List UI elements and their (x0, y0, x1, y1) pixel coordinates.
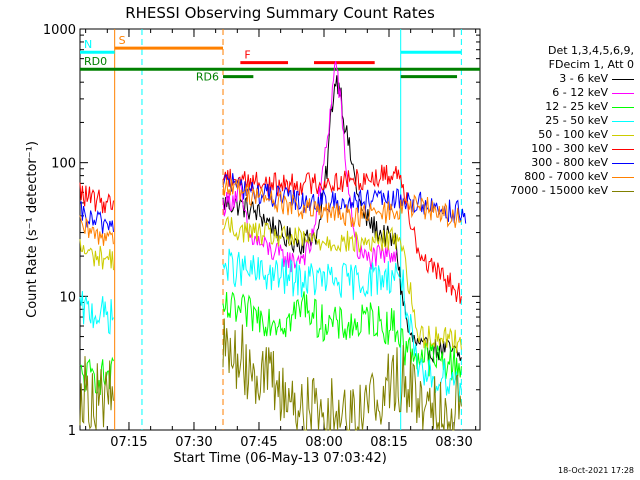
legend-entry: 6 - 12 keV (488, 86, 634, 100)
flag-label-n: N (84, 38, 92, 51)
y-tick-label: 1000 (43, 23, 76, 38)
legend-swatch (612, 176, 634, 178)
legend-header-decimation: FDecim 1, Att 0 (548, 58, 634, 71)
flag-label-f: F (244, 49, 250, 62)
legend-header-detectors: Det 1,3,4,5,6,9, (547, 44, 634, 57)
legend-swatch (612, 148, 634, 150)
series-line-800-7000-kev (79, 215, 114, 246)
series-line-25-50-kev (79, 291, 114, 335)
y-tick-label: 1 (68, 424, 76, 439)
series-line-800-7000-kev (222, 178, 462, 228)
y-tick-label: 10 (59, 290, 76, 305)
x-tick-label: 08:30 (435, 435, 472, 450)
series-line-50-100-kev (222, 215, 462, 354)
flag-label-rd6: RD6 (196, 71, 219, 84)
x-tick-label: 08:15 (370, 435, 407, 450)
legend-label: 12 - 25 keV (545, 100, 608, 113)
x-tick-label: 08:00 (305, 435, 342, 450)
legend-label: 100 - 300 keV (531, 142, 608, 155)
legend-swatch (612, 106, 634, 108)
chart-title: RHESSI Observing Summary Count Rates (125, 4, 435, 22)
series-line-300-800-kev (79, 201, 114, 234)
legend-swatch (612, 92, 634, 94)
legend-entry: 300 - 800 keV (488, 156, 634, 170)
legend-label: 7000 - 15000 keV (510, 184, 608, 197)
x-tick-label: 07:45 (240, 435, 277, 450)
legend-entry: 7000 - 15000 keV (488, 184, 634, 198)
legend-swatch (612, 78, 634, 80)
legend-label: 50 - 100 keV (538, 128, 608, 141)
legend-entry: 100 - 300 keV (488, 142, 634, 156)
y-axis-label: Count Rate (s⁻¹ detector⁻¹) (25, 141, 40, 318)
flag-label-rd0: RD0 (84, 55, 107, 68)
series-line-100-300-kev (222, 164, 462, 304)
x-tick-label: 07:15 (110, 435, 147, 450)
plot-frame (79, 28, 481, 431)
series-line-6-12-kev (222, 61, 397, 273)
flag-label-s: S (119, 34, 126, 47)
legend-entry: 800 - 7000 keV (488, 170, 634, 184)
y-tick-label: 100 (51, 157, 76, 172)
legend-entry: 3 - 6 keV (488, 72, 634, 86)
legend-entry: 25 - 50 keV (488, 114, 634, 128)
render-timestamp: 18-Oct-2021 17:28 (558, 466, 634, 475)
legend-swatch (612, 134, 634, 136)
x-tick-label: 07:30 (175, 435, 212, 450)
series-line-7000-15000-kev (79, 356, 114, 430)
legend-label: 300 - 800 keV (531, 156, 608, 169)
series-line-12-25-kev (222, 291, 462, 381)
legend-swatch (612, 162, 634, 164)
series-line-50-100-kev (79, 239, 114, 271)
series-line-100-300-kev (79, 182, 114, 214)
legend-label: 6 - 12 keV (552, 86, 608, 99)
x-axis-label: Start Time (06-May-13 07:03:42) (173, 451, 387, 466)
legend-swatch (612, 120, 634, 122)
legend-entry: 12 - 25 keV (488, 100, 634, 114)
legend-label: 800 - 7000 keV (524, 170, 608, 183)
legend-label: 3 - 6 keV (559, 72, 608, 85)
chart-legend: Det 1,3,4,5,6,9, FDecim 1, Att 0 3 - 6 k… (488, 44, 634, 198)
legend-entry: 50 - 100 keV (488, 128, 634, 142)
series-line-300-800-kev (222, 173, 467, 224)
legend-swatch (612, 190, 634, 192)
legend-label: 25 - 50 keV (545, 114, 608, 127)
series-line-7000-15000-kev (222, 318, 462, 431)
series-line-25-50-kev (222, 248, 462, 403)
